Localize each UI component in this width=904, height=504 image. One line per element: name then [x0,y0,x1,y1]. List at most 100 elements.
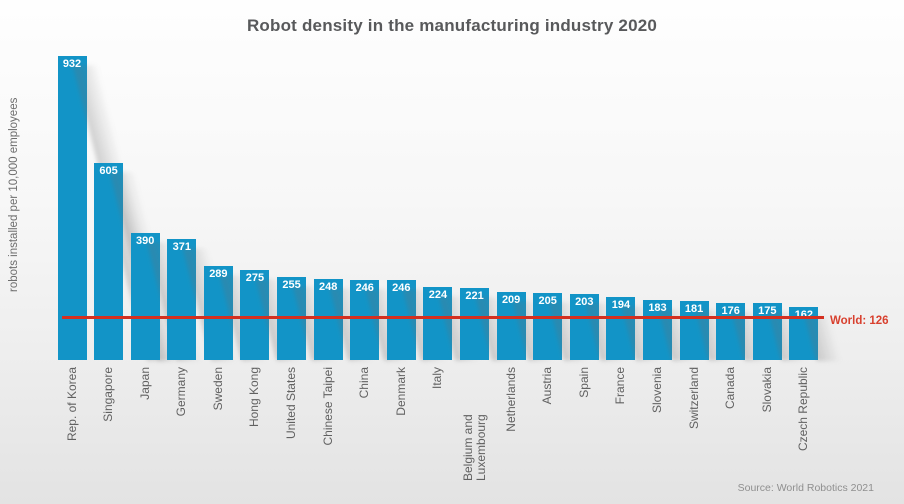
x-axis-label-cell: Hong Kong [237,367,273,481]
world-average-label: World: 126 [830,315,889,327]
bar-column: 371 [164,56,200,360]
x-axis-label-cell: Sweden [200,367,236,481]
bar-column: 390 [127,56,163,360]
x-axis-label: Switzerland [686,367,701,430]
bar-column: 194 [603,56,639,360]
x-axis-label: Slovakia [759,367,774,413]
x-axis-label-cell: Belgium and Luxembourg [457,367,493,481]
bar-chart: World: 126 932 605 390 371 289 275 255 248 246 24… [54,56,889,481]
bar: 221 [460,288,490,360]
x-axis-label-cell: Rep. of Korea [54,367,90,481]
x-axis-label-cell: Slovakia [749,367,785,481]
x-axis-label-cell: Japan [127,367,163,481]
bar-value-label: 246 [355,282,374,294]
bar-column: 183 [640,56,676,360]
bar-value-label: 183 [648,302,667,314]
x-axis-label: Sweden [210,367,225,411]
bar-value-label: 224 [428,289,448,301]
x-axis-label-cell: France [603,367,639,481]
bar: 289 [203,266,233,360]
x-axis-label-cell: United States [274,367,310,481]
bar: 371 [167,239,197,360]
bar-column: 255 [274,56,310,360]
bar-column: 289 [200,56,236,360]
bar-column: 175 [749,56,785,360]
bar-column: 205 [530,56,566,360]
bar-column: 181 [676,56,712,360]
bar-value-label: 181 [684,303,704,315]
bar-value-label: 176 [721,305,740,317]
x-axis-label-cell: Czech Republic [786,367,822,481]
x-axis-label-cell: Singapore [91,367,127,481]
x-axis-label-cell: China [347,367,383,481]
x-axis-label: Denmark [393,367,408,416]
bar-value-label: 932 [62,58,82,70]
x-axis-label: Czech Republic [796,367,811,452]
bar-column: 248 [310,56,346,360]
bar: 175 [752,303,782,360]
x-axis-label: Canada [723,367,738,410]
bar: 932 [57,56,87,360]
plot-area: World: 126 932 605 390 371 289 275 255 248 246 24… [54,56,889,360]
x-axis-label: United States [284,367,299,440]
x-axis-label: Belgium and Luxembourg [460,414,488,481]
bar-column: 203 [566,56,602,360]
bar: 209 [496,292,526,360]
bar-value-label: 289 [209,268,228,280]
x-axis-labels: Rep. of Korea Singapore Japan Germany Sweden… [54,367,822,481]
bar: 275 [240,270,270,360]
bar-column: 932 [54,56,90,360]
x-axis-label: China [357,367,372,399]
bar: 246 [386,280,416,360]
bar-value-label: 246 [392,282,411,294]
x-axis-label: Rep. of Korea [64,367,79,442]
x-axis-label-cell: Chinese Taipei [310,367,346,481]
bar: 203 [569,294,599,360]
x-axis-label: Germany [174,367,189,417]
bar-value-label: 203 [575,296,594,308]
bar-value-label: 275 [245,272,265,284]
bar-column: 275 [237,56,273,360]
bar-value-label: 371 [172,241,191,253]
x-axis-label-cell: Spain [566,367,602,481]
bar-value-label: 390 [136,235,155,247]
bar-column: 246 [383,56,419,360]
bar-value-label: 255 [282,279,301,291]
bar-column: 224 [420,56,456,360]
bar: 194 [606,297,636,360]
bar-value-label: 221 [465,290,484,302]
bar: 162 [789,307,819,360]
x-axis-label-cell: Slovenia [640,367,676,481]
bar-value-label: 194 [611,299,631,311]
bar: 248 [313,279,343,360]
bar-column: 162 [786,56,822,360]
x-axis-label: Japan [137,367,152,400]
x-axis-label: Spain [576,367,591,398]
bar: 246 [350,280,380,360]
x-axis-label-cell: Italy [420,367,456,481]
x-axis-label: Italy [430,367,445,390]
bar-column: 209 [493,56,529,360]
x-axis-label: Hong Kong [247,367,262,428]
chart-title: Robot density in the manufacturing indus… [246,16,658,35]
bar-value-label: 605 [99,165,118,177]
x-axis-label: France [613,367,628,405]
bar-column: 221 [457,56,493,360]
bar: 183 [643,300,672,360]
x-axis-label-cell: Netherlands [493,367,529,481]
bar-column: 605 [91,56,127,360]
x-axis-label-cell: Germany [164,367,200,481]
bar: 605 [94,163,124,360]
x-axis-label: Slovenia [650,367,664,414]
bar: 205 [533,293,563,360]
bar: 390 [130,233,160,360]
bar: 181 [679,301,709,360]
x-axis-label-cell: Canada [713,367,749,481]
bar-column: 246 [347,56,383,360]
x-axis-label-cell: Austria [530,367,566,481]
bar: 224 [423,287,453,360]
bar-column: 176 [713,56,749,360]
x-axis-label: Singapore [101,367,116,422]
bar-value-label: 248 [318,281,338,293]
x-axis-label: Netherlands [503,367,518,432]
